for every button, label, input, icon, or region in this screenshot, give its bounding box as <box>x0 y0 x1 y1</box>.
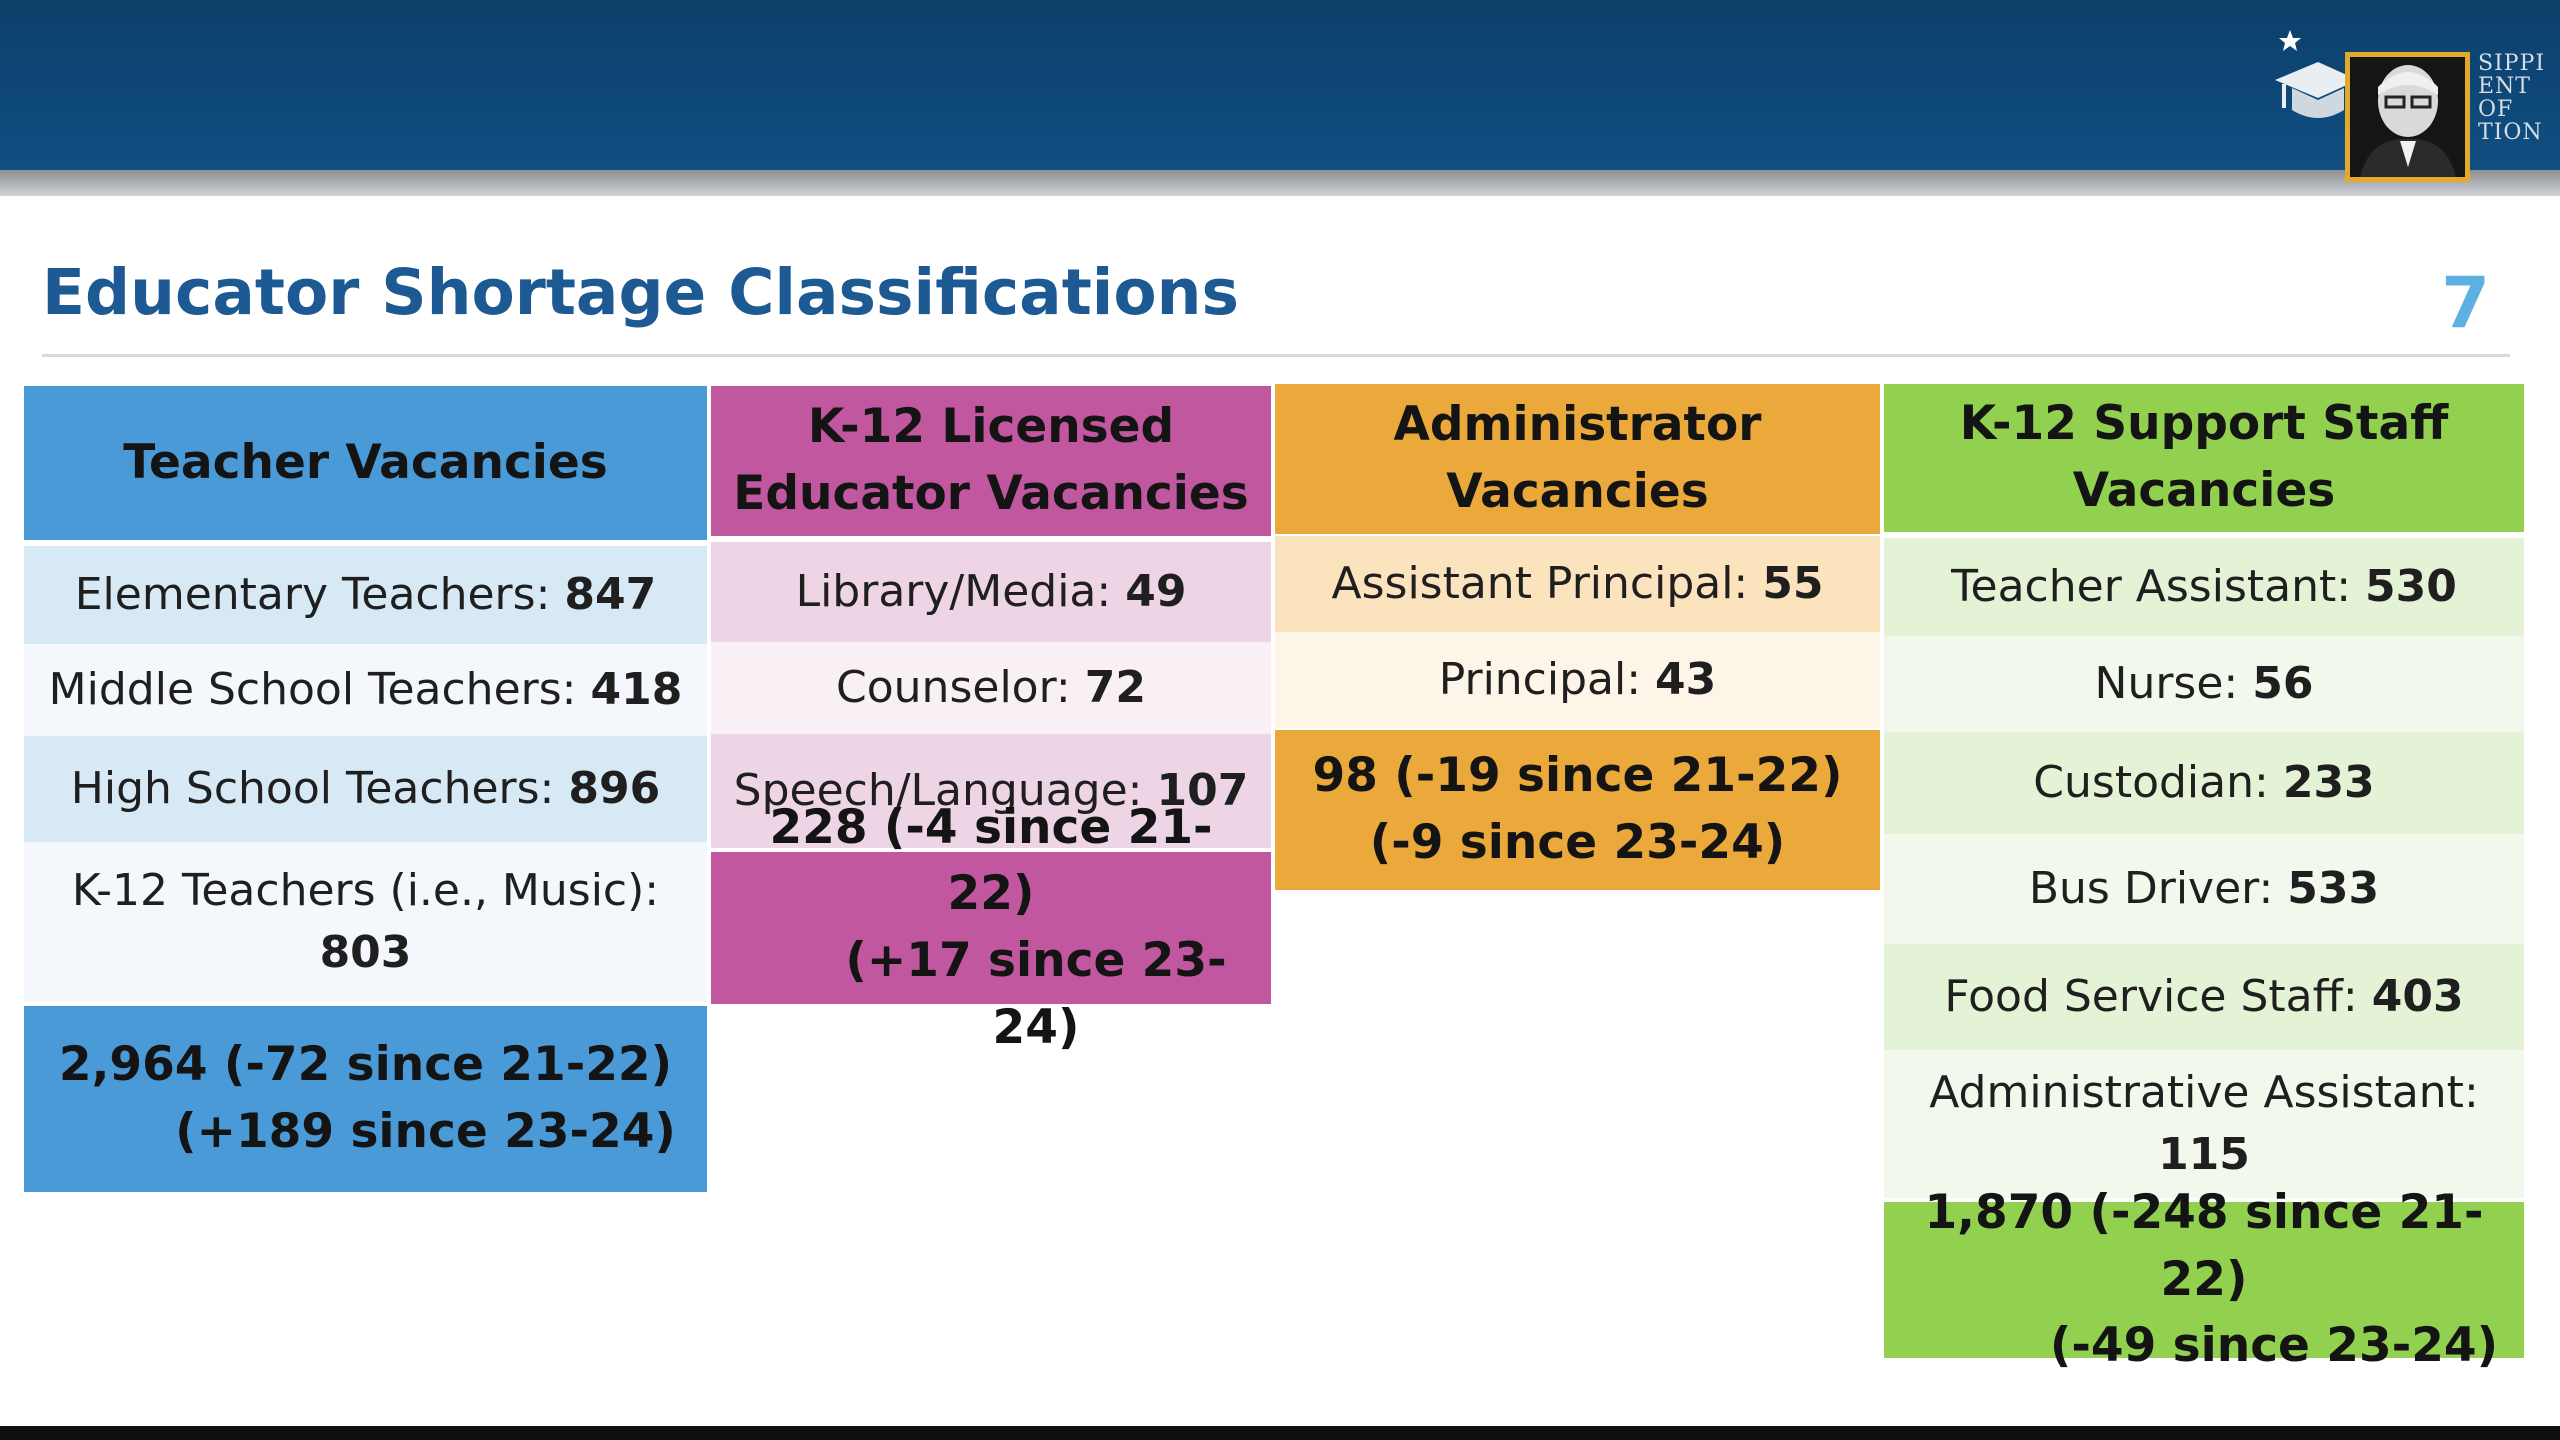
administrator-total: 98 (-19 since 21-22) (-9 since 23-24) <box>1275 730 1880 890</box>
table-row: Food Service Staff: 403 <box>1884 944 2524 1050</box>
table-row: Principal: 43 <box>1275 632 1880 728</box>
table-row: Middle School Teachers: 418 <box>24 644 707 736</box>
table-row: K-12 Teachers (i.e., Music): 803 <box>24 842 707 1002</box>
licensed-educator-total: 228 (-4 since 21-22) (+17 since 23-24) <box>711 800 1271 1055</box>
administrator-header: Administrator Vacancies <box>1275 384 1880 534</box>
table-row: Library/Media: 49 <box>711 542 1271 642</box>
support-staff-column: K-12 Support Staff Vacancies Teacher Assi… <box>1884 384 2524 1373</box>
table-row: Nurse: 56 <box>1884 636 2524 732</box>
table-row: Counselor: 72 <box>711 642 1271 734</box>
teacher-vacancies-header: Teacher Vacancies <box>24 386 707 540</box>
teacher-vacancies-column: Teacher Vacancies Elementary Teachers: 8… <box>24 386 707 1192</box>
table-row: Elementary Teachers: 847 <box>24 546 707 644</box>
licensed-educator-header: K-12 Licensed Educator Vacancies <box>711 386 1271 536</box>
table-row: Speech/Language: 107 <box>711 734 1271 848</box>
bottom-bar <box>0 1426 2560 1440</box>
page-number: 7 <box>2441 262 2490 344</box>
header-shadow <box>0 170 2560 196</box>
page-title: Educator Shortage Classifications <box>42 256 1240 329</box>
licensed-educator-column: K-12 Licensed Educator Vacancies Library/… <box>711 386 1271 1055</box>
support-staff-total: 1,870 (-248 since 21-22) (-49 since 23-24… <box>1884 1185 2524 1373</box>
title-divider <box>42 354 2510 357</box>
table-row: High School Teachers: 896 <box>24 736 707 842</box>
graduation-cap-icon <box>2275 30 2358 118</box>
table-row: Custodian: 233 <box>1884 732 2524 834</box>
table-row: Assistant Principal: 55 <box>1275 536 1880 632</box>
logo-portrait <box>2345 52 2470 182</box>
table-row: Administrative Assistant: 115 <box>1884 1050 2524 1198</box>
table-row: Teacher Assistant: 530 <box>1884 538 2524 636</box>
logo-text: SIPPI ENT OF TION <box>2478 51 2546 145</box>
table-row: Bus Driver: 533 <box>1884 834 2524 944</box>
header-bar <box>0 0 2560 170</box>
logo <box>2270 28 2560 188</box>
administrator-column: Administrator Vacancies Assistant Princi… <box>1275 384 1880 890</box>
teacher-vacancies-total: 2,964 (-72 since 21-22) (+189 since 23-24… <box>24 1006 707 1192</box>
support-staff-header: K-12 Support Staff Vacancies <box>1884 384 2524 532</box>
